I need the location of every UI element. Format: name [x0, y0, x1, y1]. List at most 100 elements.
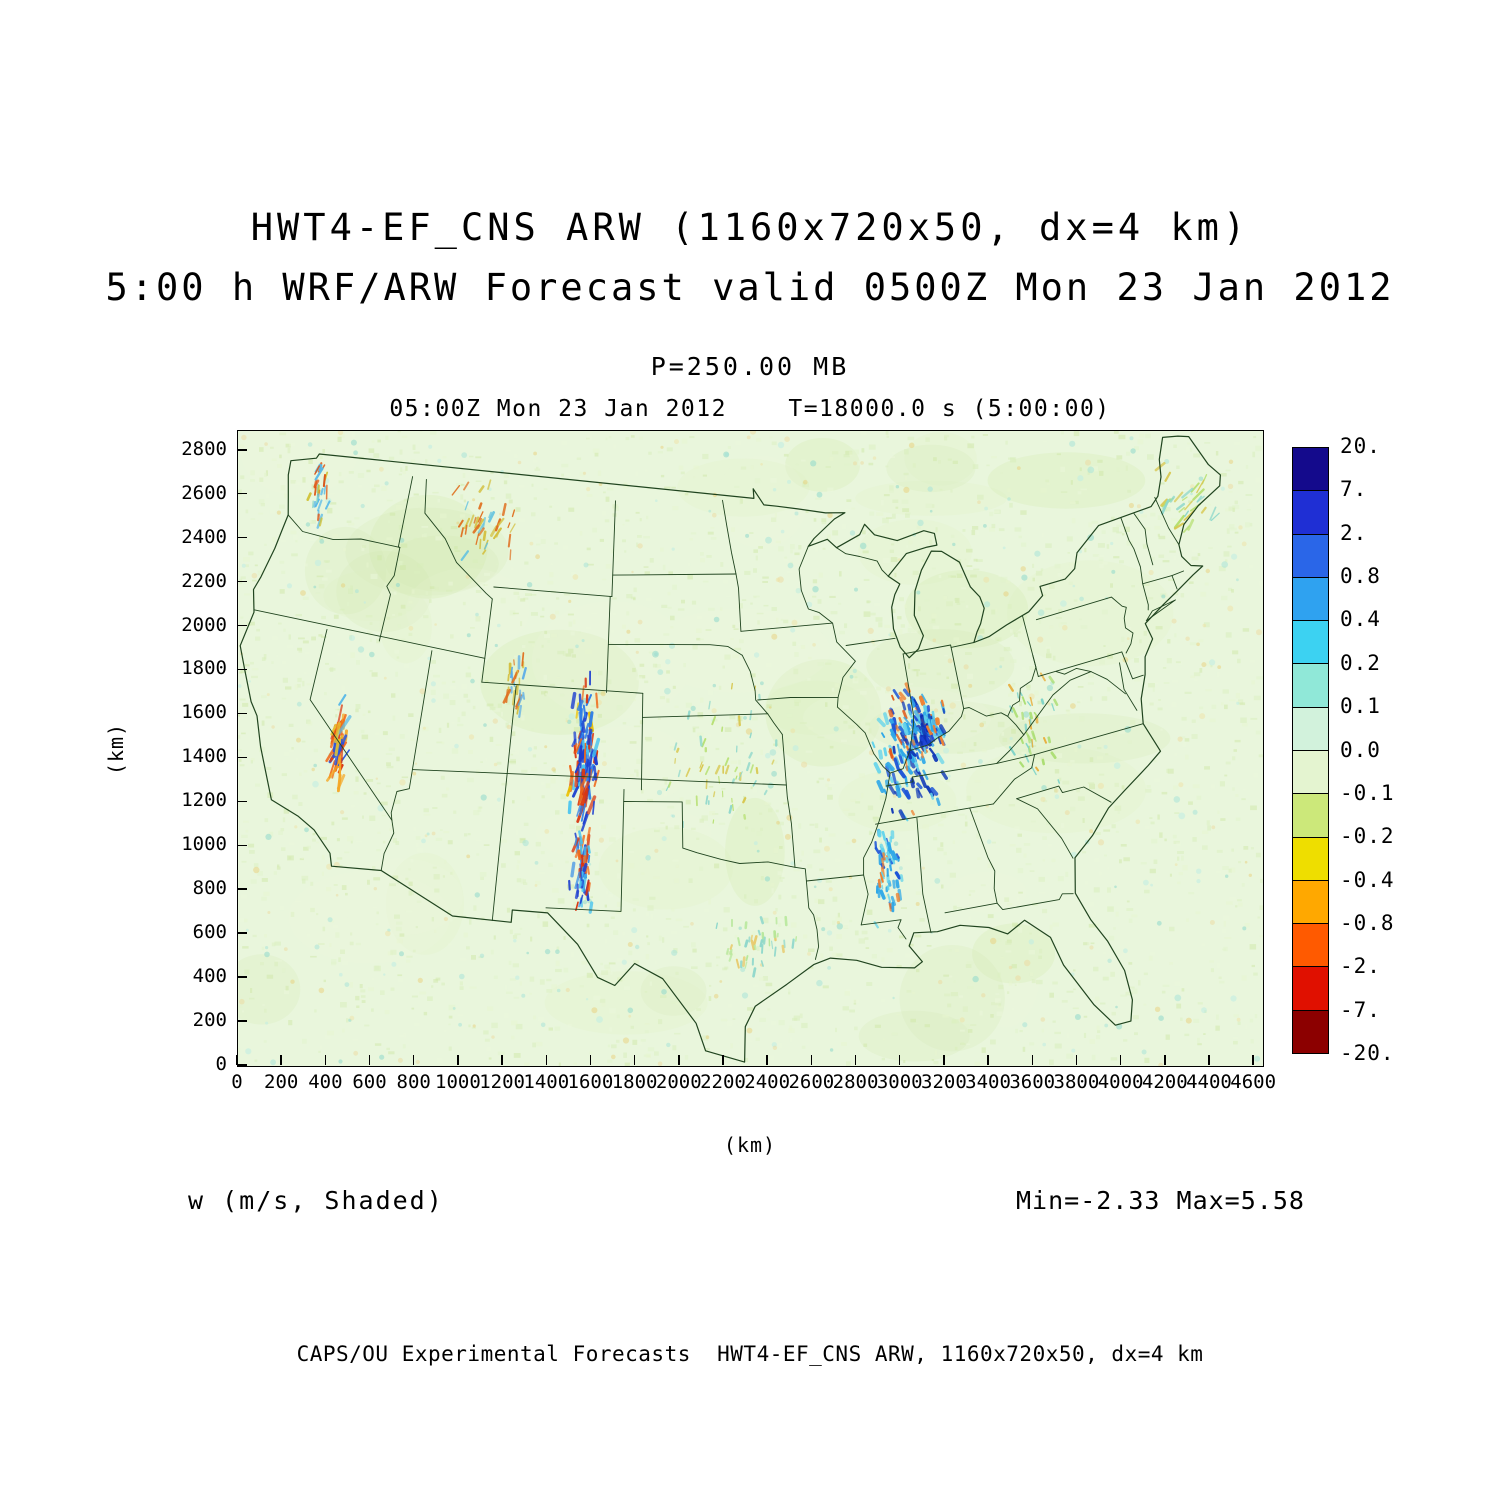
- us-outline: [239, 435, 1221, 1063]
- x-tick: [589, 1055, 592, 1065]
- y-tick: [237, 580, 247, 583]
- minmax-label: Min=-2.33 Max=5.58: [1016, 1186, 1305, 1215]
- colorbar-tick-label: 0.2: [1340, 650, 1381, 675]
- x-tick-label: 2200: [700, 1071, 746, 1093]
- x-tick: [722, 1055, 724, 1065]
- y-tick-label: 2400: [181, 525, 227, 548]
- title-line-1: HWT4-EF_CNS ARW (1160x720x50, dx=4 km): [250, 206, 1250, 249]
- valid-time-label: 05:00Z Mon 23 Jan 2012 T=18000.0 s (5:00…: [389, 396, 1111, 422]
- x-tick: [854, 1055, 857, 1065]
- x-tick: [1031, 1055, 1033, 1065]
- y-tick-label: 2200: [181, 569, 227, 592]
- x-tick-label: 3800: [1053, 1071, 1100, 1093]
- x-tick-label: 2800: [832, 1071, 879, 1093]
- x-tick-label: 600: [352, 1071, 387, 1093]
- x-tick: [1075, 1055, 1078, 1065]
- y-tick: [237, 888, 247, 890]
- x-tick-label: 4400: [1186, 1071, 1232, 1093]
- colorbar-cell: [1293, 448, 1328, 492]
- x-tick: [280, 1055, 282, 1065]
- x-tick: [678, 1055, 680, 1065]
- y-tick-label: 400: [192, 965, 227, 988]
- y-axis-label: (km): [104, 722, 128, 776]
- colorbar-tick-label: -7.: [1340, 997, 1381, 1022]
- x-tick-label: 1800: [611, 1071, 658, 1093]
- y-tick-label: 1200: [181, 789, 227, 812]
- x-tick: [633, 1055, 636, 1065]
- colorbar-tick-label: 0.0: [1340, 737, 1381, 762]
- y-tick-label: 1000: [181, 833, 227, 856]
- x-tick: [1119, 1055, 1122, 1065]
- x-tick: [324, 1055, 327, 1065]
- x-tick-label: 1200: [479, 1071, 525, 1093]
- x-tick-label: 800: [396, 1071, 431, 1093]
- x-tick-label: 2600: [788, 1071, 835, 1093]
- colorbar-tick-label: -0.2: [1340, 824, 1395, 849]
- x-tick-label: 400: [308, 1071, 343, 1093]
- x-tick-label: 3200: [921, 1071, 967, 1093]
- colorbar-tick-label: -0.8: [1340, 910, 1395, 935]
- y-tick: [237, 1064, 247, 1066]
- w-field-features: [306, 461, 1220, 978]
- x-tick-label: 2400: [744, 1071, 791, 1093]
- x-tick: [943, 1055, 945, 1065]
- colorbar-cell: [1293, 880, 1328, 925]
- y-tick: [237, 449, 247, 451]
- colorbar-cell: [1293, 794, 1328, 838]
- x-tick: [1252, 1055, 1254, 1065]
- colorbar-cell: [1293, 534, 1328, 578]
- colorbar-tick-label: -20.: [1340, 1041, 1395, 1065]
- x-tick: [898, 1055, 901, 1065]
- x-tick: [412, 1055, 415, 1065]
- colorbar-cell: [1293, 924, 1328, 968]
- x-tick-label: 2000: [655, 1071, 702, 1093]
- y-tick-label: 1800: [181, 657, 227, 680]
- y-tick: [237, 712, 247, 715]
- colorbar-tick-label: 0.8: [1340, 564, 1381, 589]
- x-axis-label: (km): [723, 1133, 777, 1157]
- colorbar-cell: [1293, 491, 1328, 535]
- y-tick-label: 2600: [181, 481, 227, 504]
- colorbar-cell: [1293, 1010, 1328, 1053]
- y-tick-label: 2000: [181, 613, 227, 636]
- x-tick: [501, 1055, 503, 1065]
- conus-map: [238, 431, 1263, 1066]
- y-tick: [237, 800, 247, 803]
- state-boundaries: [239, 435, 1221, 1063]
- y-tick: [237, 844, 247, 847]
- y-tick: [237, 976, 247, 978]
- x-tick-label: 4600: [1230, 1071, 1277, 1093]
- x-tick: [987, 1055, 989, 1065]
- colorbar-tick-label: 0.1: [1340, 694, 1381, 719]
- colorbar-tick-label: -0.1: [1340, 780, 1395, 805]
- colorbar: [1292, 447, 1329, 1054]
- x-tick-label: 1600: [567, 1071, 614, 1093]
- y-tick: [237, 492, 247, 495]
- colorbar-cell: [1293, 837, 1328, 881]
- x-tick-label: 3400: [965, 1071, 1011, 1093]
- colorbar-cell: [1293, 664, 1328, 708]
- y-tick-label: 0: [215, 1053, 227, 1075]
- x-tick: [236, 1055, 238, 1065]
- colorbar-tick-label: -0.4: [1340, 867, 1395, 892]
- x-tick-label: 4000: [1097, 1071, 1144, 1093]
- colorbar-cell: [1293, 750, 1328, 795]
- y-tick: [237, 624, 247, 627]
- colorbar-tick-label: 0.4: [1340, 607, 1381, 632]
- x-tick: [766, 1055, 768, 1065]
- colorbar-cell: [1293, 577, 1328, 622]
- y-tick: [237, 668, 247, 671]
- colorbar-tick-label: 2.: [1340, 520, 1368, 545]
- map-plot-frame: [237, 430, 1264, 1067]
- y-tick-label: 1600: [181, 701, 227, 724]
- colorbar-cell: [1293, 707, 1328, 751]
- y-tick: [237, 932, 247, 934]
- y-tick-label: 1400: [181, 745, 227, 768]
- x-tick-label: 0: [231, 1071, 243, 1093]
- y-tick: [237, 1020, 247, 1022]
- footer-credit: CAPS/OU Experimental Forecasts HWT4-EF_C…: [296, 1342, 1204, 1366]
- colorbar-tick-label: -2.: [1340, 954, 1381, 979]
- y-tick: [237, 756, 247, 759]
- x-tick: [545, 1055, 548, 1065]
